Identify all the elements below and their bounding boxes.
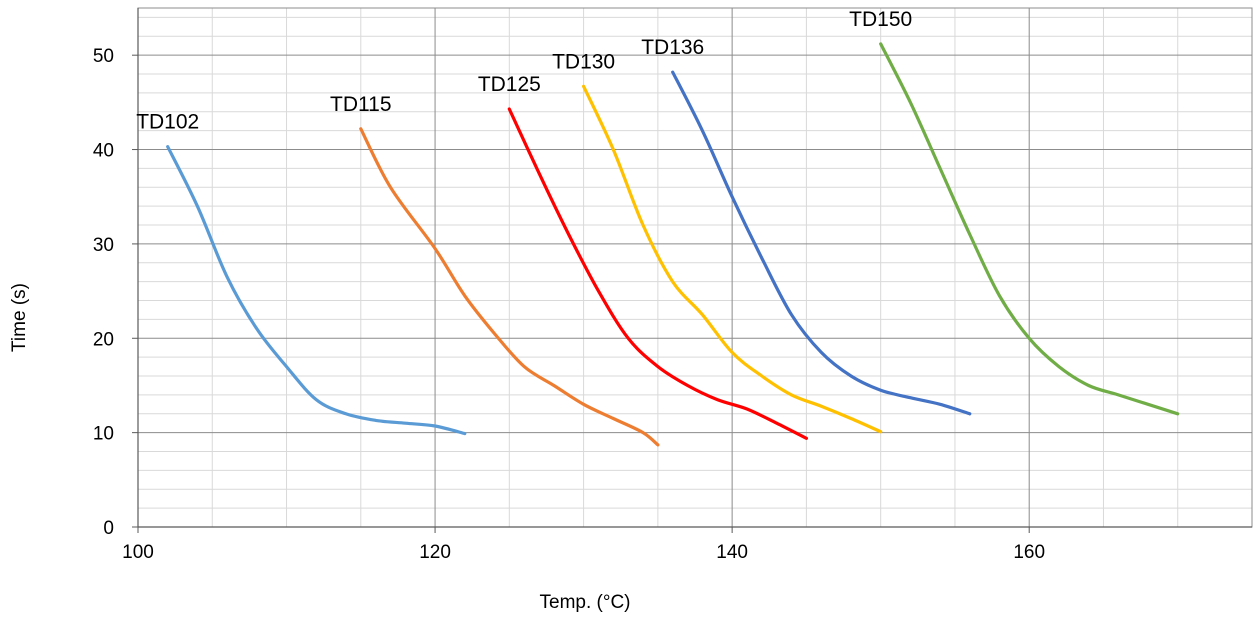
- x-tick-label: 120: [419, 542, 451, 563]
- series-line-td136: [671, 70, 972, 416]
- series-label-td150: TD150: [849, 8, 912, 31]
- series-line-td150: [879, 42, 1180, 416]
- series-lines: [166, 42, 1180, 447]
- series-label-td136: TD136: [641, 36, 704, 59]
- series-labels: TD102 TD115 TD125 TD130 TD136 TD150: [136, 8, 912, 134]
- series-label-td102: TD102: [136, 111, 199, 134]
- x-axis-title: Temp. (°C): [540, 592, 631, 613]
- y-tick-labels: 0 10 20 30 40 50: [93, 46, 114, 539]
- axes: [132, 8, 1252, 533]
- x-tick-label: 140: [716, 542, 748, 563]
- y-tick-label: 20: [93, 329, 114, 350]
- y-axis-title: Time (s): [9, 283, 30, 352]
- x-tick-label: 100: [122, 542, 154, 563]
- major-grid: [138, 8, 1252, 527]
- series-line-td102: [166, 145, 467, 436]
- plot-area-frame: [137, 7, 1253, 528]
- series-line-td125: [507, 107, 808, 440]
- series-label-td130: TD130: [552, 50, 615, 73]
- series-label-td125: TD125: [478, 73, 541, 96]
- series-line-td115: [359, 127, 660, 447]
- x-tick-labels: 100 120 140 160: [122, 542, 1045, 563]
- y-tick-label: 0: [103, 518, 114, 539]
- y-tick-label: 10: [93, 424, 114, 445]
- series-line-td130: [582, 84, 883, 434]
- y-tick-label: 40: [93, 141, 114, 162]
- series-label-td115: TD115: [330, 93, 391, 116]
- y-tick-label: 30: [93, 235, 114, 256]
- y-tick-label: 50: [93, 46, 114, 67]
- x-tick-label: 160: [1013, 542, 1045, 563]
- minor-grid: [138, 8, 1252, 527]
